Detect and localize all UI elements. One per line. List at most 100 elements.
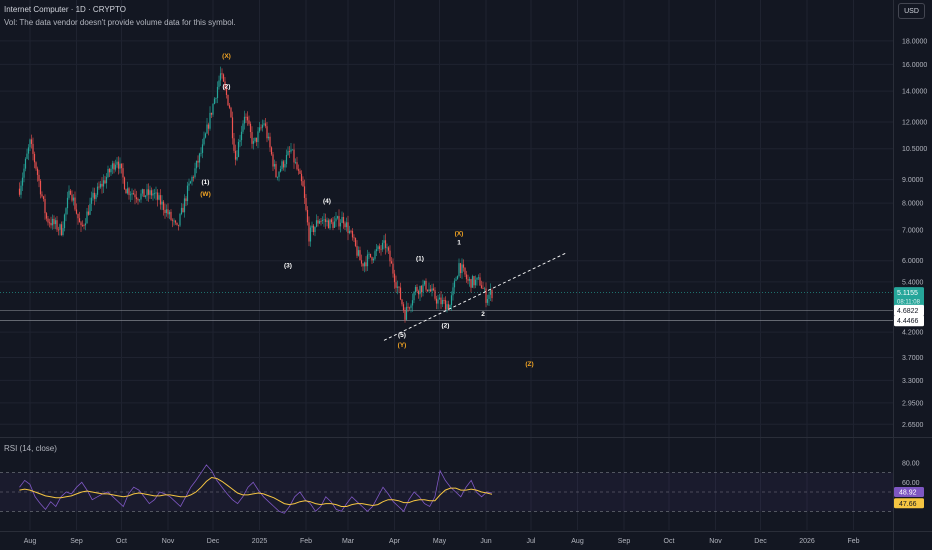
candle-body bbox=[320, 220, 322, 222]
candle-body bbox=[194, 168, 196, 178]
candle-body bbox=[242, 123, 244, 132]
candle-body bbox=[66, 197, 69, 209]
candle-body bbox=[326, 220, 328, 222]
candle-body bbox=[116, 161, 118, 165]
candle-body bbox=[426, 289, 429, 292]
candle-body bbox=[173, 220, 175, 222]
candle-body bbox=[147, 189, 150, 195]
candle-body bbox=[221, 73, 223, 75]
candle-body bbox=[471, 276, 474, 288]
candle-body bbox=[135, 197, 138, 200]
candle-body bbox=[455, 279, 457, 281]
candle-body bbox=[65, 208, 67, 215]
candle-body bbox=[51, 218, 54, 226]
candle-body bbox=[225, 87, 228, 95]
candle-body bbox=[263, 123, 265, 125]
candle-body bbox=[435, 298, 438, 304]
candle-body bbox=[149, 190, 151, 195]
candle-body bbox=[174, 220, 177, 223]
candle-body bbox=[303, 186, 306, 198]
candle-body bbox=[228, 105, 231, 108]
wave-label: (4) bbox=[323, 198, 331, 205]
candle-body bbox=[41, 194, 43, 197]
wave-label: (Z) bbox=[525, 361, 533, 368]
candle-body bbox=[164, 209, 166, 214]
candle-body bbox=[329, 219, 331, 229]
x-tick-label: Jun bbox=[480, 538, 491, 545]
candle-body bbox=[423, 280, 426, 285]
wave-label: (5) bbox=[398, 332, 406, 339]
y-tick-label: 6.0000 bbox=[902, 258, 924, 265]
candle-body bbox=[398, 286, 400, 288]
candle-body bbox=[272, 154, 274, 167]
y-tick-label: 4.2000 bbox=[902, 330, 924, 337]
rsi-badge-label: 47.66 bbox=[899, 501, 917, 508]
candle-body bbox=[57, 229, 60, 231]
candle-body bbox=[18, 188, 21, 195]
candle-body bbox=[144, 195, 147, 198]
candle-body bbox=[462, 264, 465, 268]
candle-body bbox=[443, 299, 445, 301]
candle-body bbox=[186, 185, 189, 202]
candle-body bbox=[437, 299, 439, 304]
candle-body bbox=[218, 80, 220, 87]
candle-body bbox=[341, 216, 343, 223]
x-tick-label: Aug bbox=[571, 538, 584, 545]
wave-label: (X) bbox=[222, 53, 231, 60]
candle-body bbox=[467, 279, 469, 281]
candle-body bbox=[105, 176, 108, 184]
candle-body bbox=[477, 277, 480, 279]
y-tick-label: 12.0000 bbox=[902, 119, 927, 126]
candle-body bbox=[68, 190, 70, 198]
price-badge bbox=[894, 287, 924, 308]
wave-label: (1) bbox=[202, 179, 210, 186]
candle-body bbox=[180, 207, 183, 215]
candle-body bbox=[81, 225, 84, 226]
candle-body bbox=[204, 133, 207, 138]
candle-body bbox=[87, 211, 90, 215]
candle-body bbox=[245, 116, 247, 118]
candle-body bbox=[191, 176, 193, 182]
candle-body bbox=[38, 174, 40, 181]
candle-body bbox=[389, 250, 391, 262]
candle-body bbox=[305, 197, 307, 211]
candle-body bbox=[32, 143, 34, 154]
y-tick-label: 3.3000 bbox=[902, 378, 924, 385]
candle-body bbox=[300, 173, 303, 182]
candle-body bbox=[162, 201, 165, 210]
candle-body bbox=[464, 267, 466, 275]
y-tick-label: 2.6500 bbox=[902, 422, 924, 429]
candle-body bbox=[45, 213, 48, 219]
x-tick-label: Feb bbox=[300, 538, 312, 545]
candle-body bbox=[215, 98, 217, 99]
candle-body bbox=[243, 116, 246, 124]
y-tick-label: 8.0000 bbox=[902, 201, 924, 208]
candle-body bbox=[446, 304, 448, 310]
candle-body bbox=[165, 209, 168, 214]
candle-body bbox=[161, 201, 163, 205]
wave-label: (X) bbox=[455, 231, 464, 238]
candle-body bbox=[413, 292, 415, 301]
rsi-badge bbox=[894, 487, 924, 498]
candle-body bbox=[336, 216, 339, 219]
candle-body bbox=[372, 258, 375, 261]
candle-body bbox=[170, 211, 172, 220]
candle-body bbox=[302, 181, 304, 187]
rsi-ma-line bbox=[19, 476, 493, 507]
candle-body bbox=[239, 140, 241, 142]
candle-body bbox=[138, 199, 141, 201]
candle-body bbox=[290, 149, 292, 152]
candle-body bbox=[74, 197, 76, 210]
x-tick-label: Apr bbox=[389, 538, 401, 545]
candle-body bbox=[267, 136, 270, 139]
currency-button[interactable]: USD bbox=[898, 3, 925, 19]
candle-body bbox=[285, 154, 288, 165]
candle-body bbox=[291, 149, 294, 151]
y-tick-label: 18.0000 bbox=[902, 38, 927, 45]
candle-body bbox=[153, 193, 156, 195]
candle-body bbox=[150, 190, 153, 196]
candle-body bbox=[128, 188, 130, 195]
x-tick-label: Nov bbox=[162, 538, 175, 545]
candle-body bbox=[488, 294, 490, 300]
